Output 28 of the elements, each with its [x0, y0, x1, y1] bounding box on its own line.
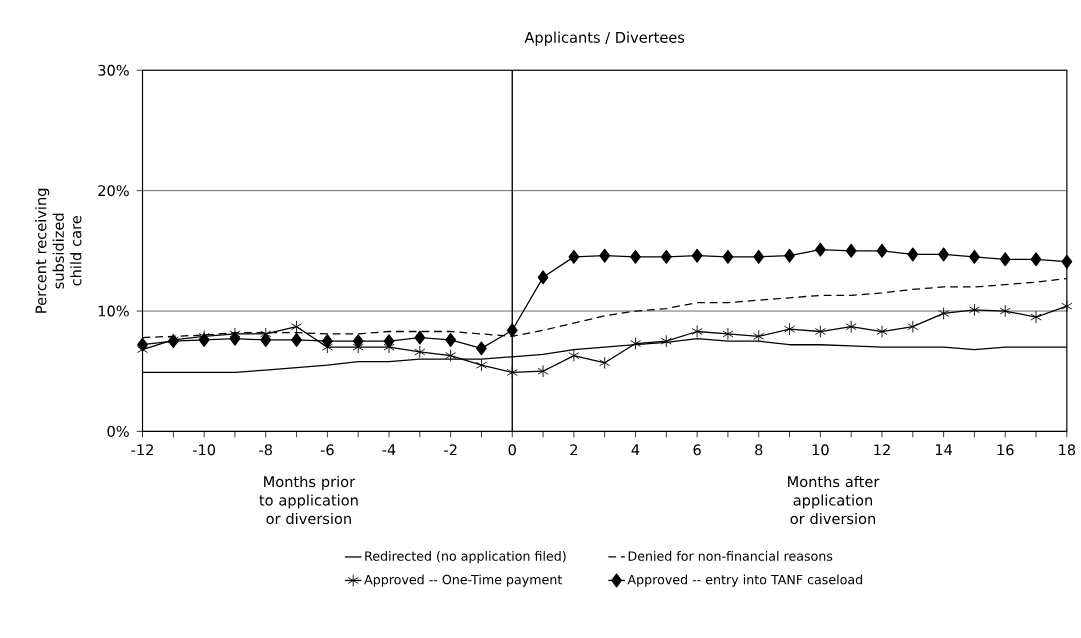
x-tick-label: 14 [935, 444, 953, 455]
y-tick-label: 10% [98, 305, 129, 317]
x-tick-label: 10 [812, 444, 829, 456]
y-tick-label: 20% [98, 184, 129, 197]
x-tick-label: 2 [570, 444, 578, 455]
x-tick-label: -12 [131, 444, 153, 455]
y-tick-label: 0% [107, 425, 129, 437]
x-tick-label: 12 [874, 444, 890, 455]
text: Months after application or diversion [788, 475, 880, 524]
x-tick-label: 8 [755, 444, 763, 456]
x-tick-label: 6 [693, 444, 701, 456]
y-tick-label: 30% [98, 64, 129, 76]
x-tick-label: -4 [382, 444, 396, 455]
x-tick-label: 0 [508, 444, 516, 456]
x-tick-label: 18 [1059, 444, 1076, 456]
y-axis-title: Percent receiving subsidized child care [35, 188, 82, 313]
legend-label: Redirected (no application filed) [365, 550, 566, 564]
legend-label: Approved -- One-Time payment [364, 574, 562, 587]
x-tick-label: -8 [259, 444, 273, 456]
x-tick-label: -6 [320, 444, 334, 456]
x-tick-label: -2 [444, 444, 457, 455]
x-tick-label: 4 [631, 444, 640, 455]
legend-label: Approved -- entry into TANF caseload [627, 574, 863, 587]
x-tick-label: -10 [192, 444, 216, 456]
legend-label: Denied for non-financial reasons [628, 550, 833, 561]
chart-title: Applicants / Divertees [524, 31, 685, 46]
x-tick-label: 16 [997, 444, 1014, 456]
text: Months prior to application or diversion [259, 475, 358, 524]
